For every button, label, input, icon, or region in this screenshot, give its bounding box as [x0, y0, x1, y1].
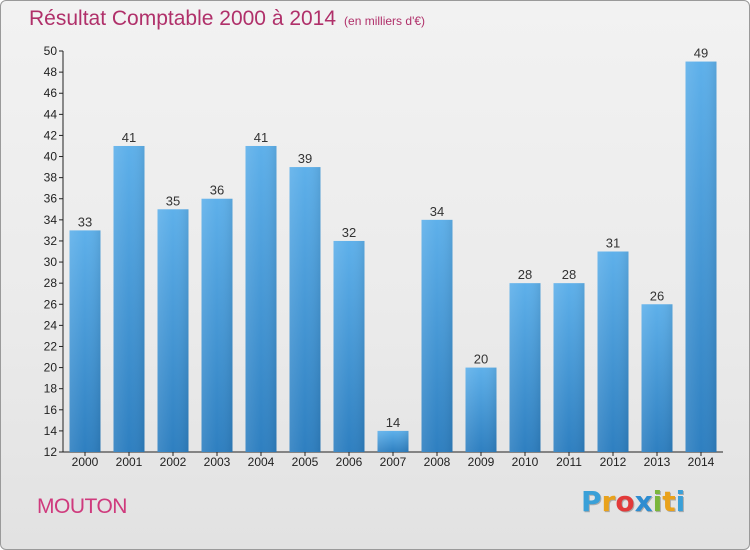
y-tick-label: 20 — [44, 361, 58, 375]
data-label: 31 — [606, 236, 620, 251]
bar-shine — [685, 61, 717, 452]
bars — [69, 61, 717, 452]
x-tick-label: 2005 — [292, 455, 319, 469]
x-tick-label: 2003 — [204, 455, 231, 469]
y-tick-label: 48 — [44, 65, 58, 79]
x-tick-label: 2010 — [512, 455, 539, 469]
logo-letter: i — [675, 485, 686, 518]
bar-shine — [69, 230, 101, 452]
data-labels: 33 41 35 36 41 39 32 14 34 20 28 28 31 26 49 — [78, 46, 708, 430]
logo-letter: o — [615, 485, 635, 518]
y-tick-label: 30 — [44, 255, 58, 269]
y-tick-label: 12 — [44, 445, 58, 459]
bar-shine — [641, 304, 673, 452]
x-axis: 2000 2001 2002 2003 2004 2005 2006 2007 2008 2009… — [63, 451, 723, 469]
bar-shine — [421, 219, 453, 452]
data-label: 35 — [166, 193, 180, 208]
data-label: 26 — [650, 288, 664, 303]
chart-title: Résultat Comptable 2000 à 2014 (en millie… — [29, 7, 425, 31]
data-label: 41 — [122, 130, 136, 145]
x-tick-label: 2001 — [116, 455, 143, 469]
chart-title-unit: (en milliers d'€) — [344, 14, 426, 28]
x-tick-label: 2012 — [600, 455, 627, 469]
y-tick-label: 18 — [44, 382, 58, 396]
y-tick-label: 50 — [44, 44, 58, 58]
bar-shine — [465, 367, 497, 452]
bar-shine — [377, 430, 409, 452]
x-tick-label: 2009 — [468, 455, 495, 469]
logo-letter: x — [634, 485, 653, 518]
y-tick-label: 14 — [44, 424, 58, 438]
y-tick-label: 26 — [44, 297, 58, 311]
data-label: 32 — [342, 225, 356, 240]
bar-shine — [245, 145, 277, 452]
data-label: 36 — [210, 183, 224, 198]
y-tick-label: 32 — [44, 234, 58, 248]
x-tick-label: 2000 — [72, 455, 99, 469]
bar-shine — [333, 240, 365, 452]
x-tick-label: 2004 — [248, 455, 275, 469]
data-label: 28 — [562, 267, 576, 282]
logo-letter: r — [601, 485, 616, 518]
bar-shine — [509, 283, 541, 452]
x-tick-label: 2013 — [644, 455, 671, 469]
y-tick-label: 46 — [44, 86, 58, 100]
bar-shine — [157, 209, 189, 452]
commune-name: MOUTON — [37, 495, 127, 518]
y-tick-label: 42 — [44, 128, 58, 142]
y-tick-label: 22 — [44, 339, 58, 353]
bar-shine — [553, 283, 585, 452]
data-label: 49 — [694, 46, 708, 61]
x-tick-label: 2007 — [380, 455, 407, 469]
data-label: 33 — [78, 214, 92, 229]
x-tick-label: 2014 — [688, 455, 715, 469]
bar-shine — [289, 167, 321, 452]
x-tick-label: 2002 — [160, 455, 187, 469]
y-tick-label: 34 — [44, 213, 58, 227]
bar-shine — [113, 145, 145, 452]
proxiti-logo: Proxiti — [581, 485, 685, 518]
data-label: 34 — [430, 204, 444, 219]
y-tick-label: 36 — [44, 192, 58, 206]
data-label: 41 — [254, 130, 268, 145]
y-tick-label: 24 — [44, 318, 58, 332]
y-tick-label: 38 — [44, 171, 58, 185]
logo-letter: P — [581, 485, 602, 518]
y-tick-label: 28 — [44, 276, 58, 290]
y-axis: 12 14 16 18 20 22 24 26 28 30 32 34 36 38 40 42 44 46 48 50 — [44, 44, 64, 459]
data-label: 14 — [386, 415, 400, 430]
x-tick-label: 2006 — [336, 455, 363, 469]
logo-letter: t — [662, 485, 676, 518]
logo-letter: i — [652, 485, 663, 518]
bar-shine — [597, 251, 629, 452]
bar-shine — [201, 198, 233, 452]
x-tick-label: 2011 — [556, 455, 582, 469]
x-tick-label: 2008 — [424, 455, 451, 469]
chart-title-main: Résultat Comptable 2000 à 2014 — [29, 7, 337, 30]
y-tick-label: 16 — [44, 403, 58, 417]
data-label: 39 — [298, 151, 312, 166]
y-tick-label: 40 — [44, 150, 58, 164]
data-label: 28 — [518, 267, 532, 282]
y-tick-label: 44 — [44, 107, 58, 121]
data-label: 20 — [474, 352, 488, 367]
